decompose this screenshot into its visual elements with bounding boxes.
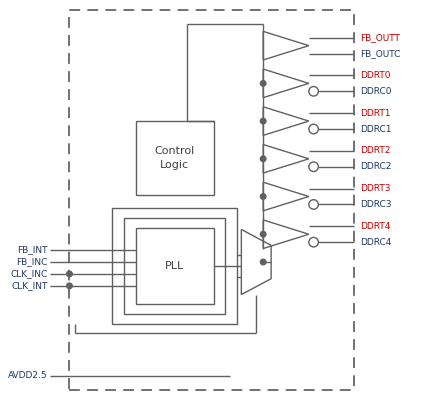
Text: DDRT0: DDRT0 — [360, 71, 391, 80]
Text: DDRC1: DDRC1 — [360, 125, 392, 133]
Text: PLL: PLL — [165, 261, 184, 271]
Text: DDRT4: DDRT4 — [360, 222, 391, 231]
Circle shape — [67, 271, 72, 277]
Text: DDRC2: DDRC2 — [360, 162, 392, 171]
Text: FB_OUTC: FB_OUTC — [360, 49, 401, 58]
Text: DDRT1: DDRT1 — [360, 109, 391, 118]
Text: FB_INT: FB_INT — [17, 246, 48, 254]
Circle shape — [67, 283, 72, 289]
Text: FB_INC: FB_INC — [16, 258, 48, 266]
Circle shape — [260, 81, 266, 86]
Text: CLK_INT: CLK_INT — [11, 281, 48, 290]
Bar — [70, 10, 355, 390]
Circle shape — [260, 231, 266, 237]
Circle shape — [260, 118, 266, 124]
Text: DDRC3: DDRC3 — [360, 200, 392, 209]
Bar — [124, 218, 226, 314]
Text: DDRC0: DDRC0 — [360, 87, 392, 96]
Text: CLK_INC: CLK_INC — [10, 270, 48, 278]
Text: DDRC4: DDRC4 — [360, 238, 392, 247]
Text: DDRT2: DDRT2 — [360, 146, 391, 155]
Bar — [136, 121, 213, 195]
Text: AVDD2.5: AVDD2.5 — [8, 372, 48, 380]
Bar — [112, 208, 237, 324]
Text: DDRT3: DDRT3 — [360, 184, 391, 193]
Circle shape — [260, 156, 266, 162]
Circle shape — [260, 259, 266, 265]
Text: FB_OUTT: FB_OUTT — [360, 33, 400, 42]
Bar — [136, 228, 213, 304]
Circle shape — [260, 194, 266, 199]
Text: Control
Logic: Control Logic — [155, 146, 195, 170]
